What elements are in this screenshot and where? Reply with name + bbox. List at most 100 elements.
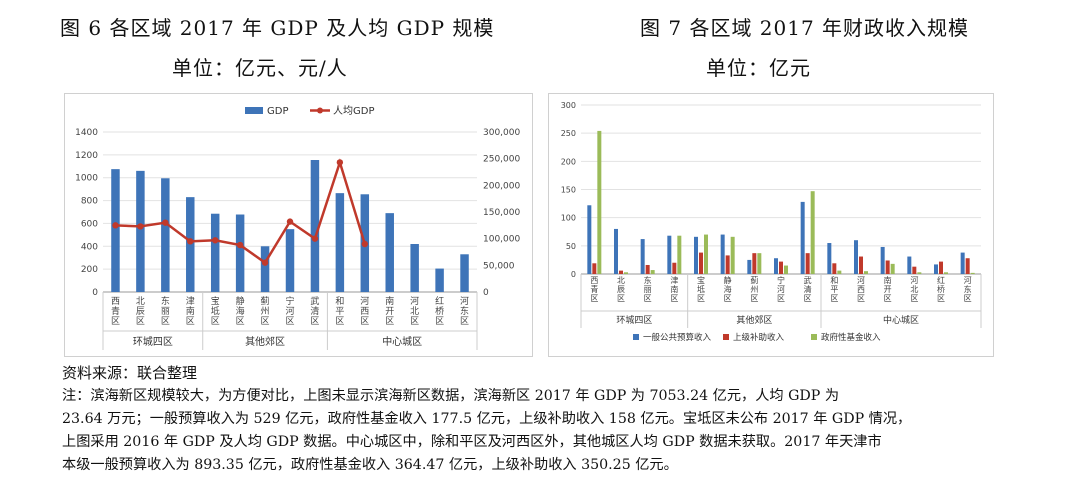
y-tick-label-right: 200,000	[483, 181, 520, 191]
y-tick-label-left: 800	[81, 197, 98, 207]
y-tick-label-left: 600	[81, 219, 98, 229]
transfer-revenue-bar	[725, 255, 730, 274]
fund-revenue-bar	[970, 272, 975, 274]
transfer-revenue-bar	[965, 258, 970, 274]
budget-revenue-bar	[747, 259, 752, 274]
gdp-bar	[136, 170, 145, 292]
legend-swatch	[723, 334, 729, 340]
x-tick-label: 河东区	[964, 275, 972, 303]
y-tick-label-left: 1000	[75, 174, 98, 184]
fund-revenue-bar	[944, 272, 948, 274]
group-label: 其他郊区	[736, 314, 772, 326]
transfer-revenue-bar	[592, 263, 597, 274]
fund-revenue-bar	[704, 234, 708, 274]
group-label: 环城四区	[616, 315, 652, 326]
legend-percap-label: 人均GDP	[333, 105, 374, 117]
legend-gdp-swatch	[245, 107, 263, 114]
gdp-bar	[460, 254, 469, 292]
y-tick-label: 0	[571, 270, 576, 279]
transfer-revenue-bar	[672, 262, 677, 274]
y-tick-label: 300	[561, 101, 576, 110]
budget-revenue-bar	[854, 240, 858, 274]
gdp-bar	[111, 169, 120, 292]
footnote-line: 注：滨海新区规模较大，为方便对比，上图未显示滨海新区数据，滨海新区 2017 年…	[62, 388, 840, 404]
legend-label: 政府性基金收入	[821, 332, 881, 343]
transfer-revenue-bar	[779, 261, 783, 274]
y-tick-label-right: 100,000	[483, 235, 520, 245]
x-tick-label: 宝坻区	[697, 275, 705, 303]
per-capita-gdp-point	[137, 223, 144, 230]
x-tick-label: 蓟州区	[750, 275, 758, 303]
per-capita-gdp-point	[236, 241, 244, 249]
fund-revenue-bar	[624, 272, 628, 274]
per-capita-gdp-point	[162, 219, 169, 226]
x-tick-label: 宝坻区	[211, 295, 220, 327]
group-label: 中心城区	[883, 314, 919, 326]
x-tick-label: 津南区	[670, 275, 678, 303]
fund-revenue-bar	[650, 270, 655, 274]
figure6-unit: 单位：亿元、元/人	[172, 56, 348, 80]
budget-revenue-bar	[614, 228, 618, 274]
y-tick-label: 250	[561, 129, 576, 138]
legend-gdp-label: GDP	[267, 106, 288, 117]
per-capita-gdp-point	[112, 222, 119, 229]
x-tick-label: 东丽区	[161, 295, 170, 327]
fund-revenue-bar	[890, 263, 895, 274]
legend-percap-marker	[317, 107, 323, 114]
y-tick-label-left: 1400	[75, 128, 98, 138]
gdp-bar	[435, 268, 444, 292]
figure7-unit: 单位：亿元	[706, 56, 811, 80]
budget-revenue-bar	[880, 246, 885, 274]
data-source: 资料来源：联合整理	[62, 364, 198, 382]
x-tick-label: 南开区	[385, 295, 394, 327]
transfer-revenue-bar	[885, 260, 890, 274]
x-tick-label: 宁河区	[285, 295, 294, 327]
gdp-bar	[161, 178, 170, 292]
budget-revenue-bar	[907, 256, 912, 274]
budget-revenue-bar	[800, 201, 805, 274]
transfer-revenue-bar	[645, 264, 650, 274]
fund-revenue-bar	[757, 253, 762, 274]
x-tick-label: 河北区	[410, 295, 419, 327]
gdp-bar	[410, 244, 419, 292]
gdp-bar	[210, 213, 220, 292]
y-tick-label: 50	[566, 242, 576, 251]
transfer-revenue-bar	[912, 266, 917, 274]
y-tick-label: 200	[561, 157, 576, 166]
per-capita-gdp-point	[311, 235, 319, 242]
gdp-bar	[186, 197, 195, 292]
gdp-bar	[260, 246, 270, 292]
gdp-bar	[235, 214, 245, 292]
budget-revenue-bar	[934, 264, 938, 274]
x-tick-label: 红桥区	[435, 295, 444, 327]
x-tick-label: 西青区	[590, 276, 598, 303]
budget-revenue-bar	[774, 258, 778, 274]
y-tick-label: 150	[561, 186, 576, 195]
per-capita-gdp-point	[336, 159, 344, 166]
x-tick-label: 河西区	[857, 275, 865, 303]
per-capita-gdp-point	[261, 259, 269, 266]
fund-revenue-bar	[917, 272, 922, 274]
x-tick-label: 和平区	[335, 296, 344, 327]
transfer-revenue-bar	[619, 270, 623, 274]
x-tick-label: 河西区	[360, 295, 369, 327]
budget-revenue-bar	[667, 235, 672, 274]
transfer-revenue-bar	[805, 253, 810, 274]
fund-revenue-bar	[597, 130, 602, 274]
group-label: 中心城区	[382, 335, 422, 348]
transfer-revenue-bar	[832, 263, 837, 274]
x-tick-label: 和平区	[830, 276, 838, 303]
x-tick-label: 津南区	[186, 296, 195, 327]
budget-revenue-bar	[694, 236, 698, 274]
x-tick-label: 北辰区	[136, 296, 145, 327]
x-tick-label: 河北区	[910, 275, 918, 303]
legend-label: 上级补助收入	[733, 332, 785, 343]
per-capita-gdp-point	[187, 238, 194, 245]
x-tick-label: 东丽区	[644, 275, 652, 303]
fiscal-chart: 0 50 100 150 200 250 300 西青区 北辰区 东丽区 津南区 宝坻区 静海区 蓟州区 宁…	[561, 101, 982, 343]
per-capita-gdp-point	[361, 240, 368, 248]
x-tick-label: 静海区	[724, 275, 732, 303]
transfer-revenue-bar	[699, 252, 703, 274]
x-tick-label: 河东区	[460, 295, 469, 327]
gdp-bar	[285, 229, 295, 292]
